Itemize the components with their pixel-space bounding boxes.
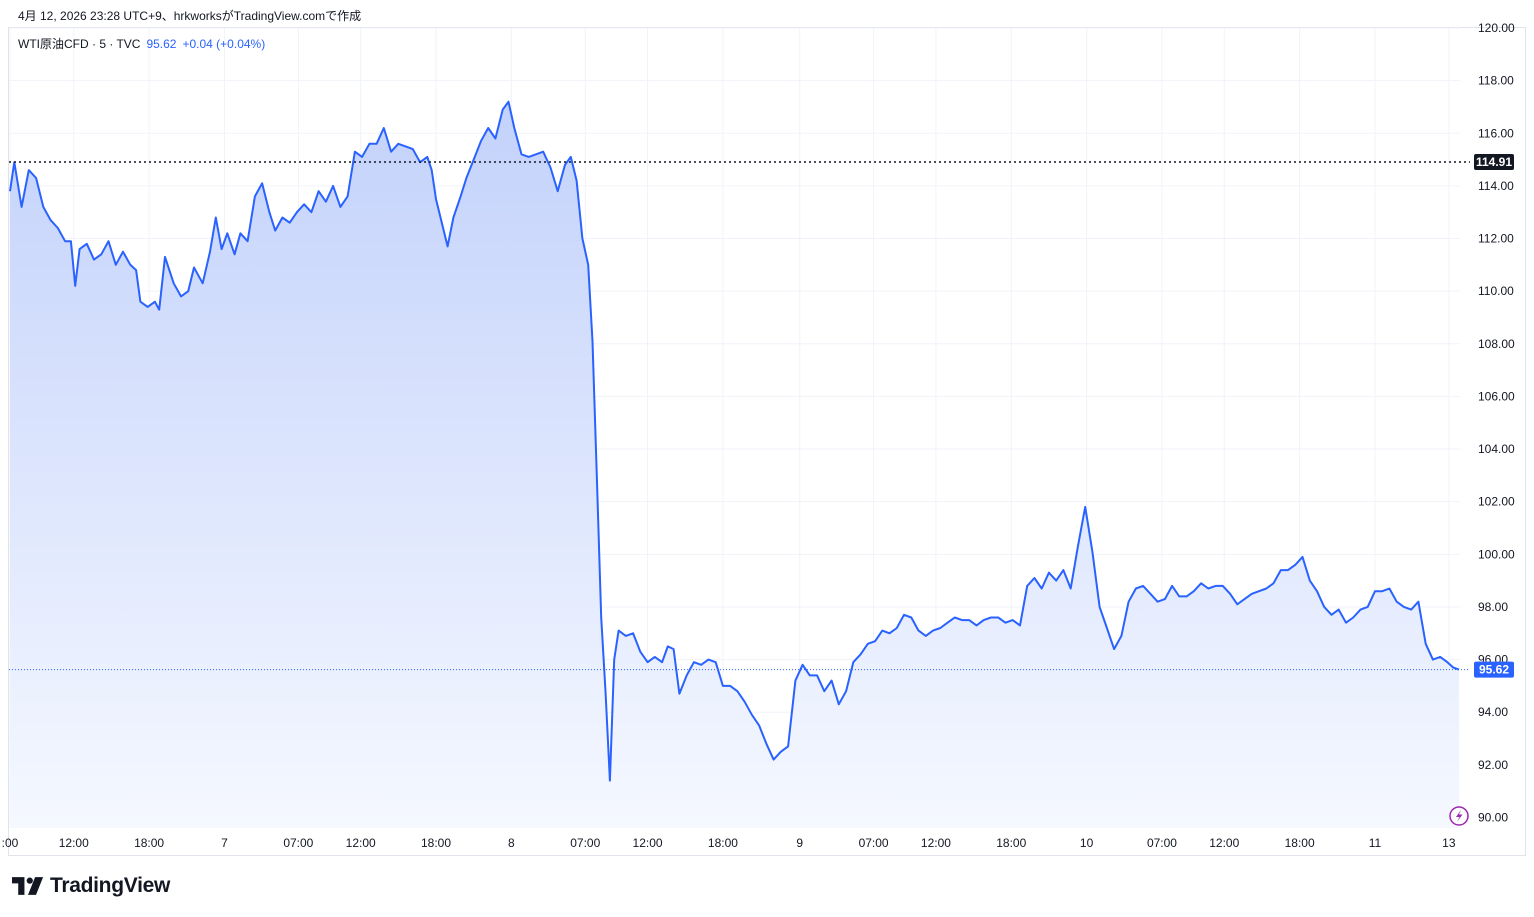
x-tick-label: 07:00 bbox=[283, 836, 313, 850]
x-tick-label: 18:00 bbox=[996, 836, 1026, 850]
y-tick-label: 100.00 bbox=[1478, 547, 1515, 561]
last-price-badge: 95.62 bbox=[1474, 661, 1514, 678]
x-tick-label: 12:00 bbox=[921, 836, 951, 850]
x-tick-label: 8 bbox=[508, 836, 515, 850]
y-tick-label: 102.00 bbox=[1478, 495, 1515, 509]
price-axis[interactable]: 90.0092.0094.0096.0098.00100.00102.00104… bbox=[1478, 21, 1515, 824]
chart-legend: WTI原油CFD · 5 · TVC 95.62 +0.04 (+0.04%) bbox=[18, 35, 265, 52]
brand-logo[interactable]: TradingView bbox=[12, 874, 170, 898]
price-line bbox=[9, 100, 1460, 782]
x-tick-label: 07:00 bbox=[570, 836, 600, 850]
y-tick-label: 116.00 bbox=[1478, 126, 1514, 140]
y-tick-label: 114.00 bbox=[1478, 179, 1514, 193]
y-tick-label: 104.00 bbox=[1478, 442, 1515, 456]
x-tick-label: 9 bbox=[796, 836, 803, 850]
x-tick-label: :00 bbox=[2, 836, 19, 850]
y-tick-label: 120.00 bbox=[1478, 21, 1515, 35]
x-tick-label: 12:00 bbox=[1209, 836, 1239, 850]
y-tick-label: 112.00 bbox=[1478, 232, 1514, 246]
y-tick-label: 94.00 bbox=[1478, 705, 1508, 719]
tradingview-logo-icon bbox=[12, 877, 44, 895]
legend-change: +0.04 (+0.04%) bbox=[182, 36, 266, 51]
y-tick-label: 98.00 bbox=[1478, 600, 1508, 614]
y-tick-label: 118.00 bbox=[1478, 74, 1514, 88]
previous-close-badge: 114.91 bbox=[1474, 153, 1514, 170]
x-tick-label: 11 bbox=[1369, 836, 1382, 850]
y-tick-label: 90.00 bbox=[1478, 810, 1508, 824]
x-tick-label: 18:00 bbox=[708, 836, 738, 850]
legend-symbol: WTI原油CFD · 5 · TVC bbox=[18, 37, 141, 51]
x-tick-label: 18:00 bbox=[1285, 836, 1315, 850]
x-tick-label: 13 bbox=[1442, 836, 1456, 850]
svg-text:95.62: 95.62 bbox=[1479, 663, 1509, 677]
svg-text:114.91: 114.91 bbox=[1476, 155, 1512, 169]
chart-caption: 4月 12, 2026 23:28 UTC+9、hrkworksがTrading… bbox=[18, 9, 362, 23]
y-tick-label: 110.00 bbox=[1478, 284, 1514, 298]
x-tick-label: 07:00 bbox=[1147, 836, 1177, 850]
x-tick-label: 7 bbox=[221, 836, 228, 850]
x-tick-label: 12:00 bbox=[59, 836, 89, 850]
x-tick-label: 10 bbox=[1080, 836, 1094, 850]
x-tick-label: 18:00 bbox=[134, 836, 164, 850]
x-tick-label: 12:00 bbox=[346, 836, 376, 850]
x-tick-label: 12:00 bbox=[633, 836, 663, 850]
legend-price: 95.62 bbox=[146, 36, 177, 51]
lightning-icon[interactable] bbox=[1449, 806, 1469, 826]
price-area-fill bbox=[10, 101, 1459, 828]
y-tick-label: 92.00 bbox=[1478, 758, 1508, 772]
brand-name: TradingView bbox=[50, 874, 171, 897]
x-tick-label: 07:00 bbox=[859, 836, 889, 850]
time-axis[interactable]: :00 12:00 18:00 7 07:00 12:00 18:00 8 07:00 12:00… bbox=[2, 836, 1456, 850]
y-tick-label: 106.00 bbox=[1478, 389, 1515, 403]
x-tick-label: 18:00 bbox=[421, 836, 451, 850]
y-tick-label: 108.00 bbox=[1478, 337, 1515, 351]
